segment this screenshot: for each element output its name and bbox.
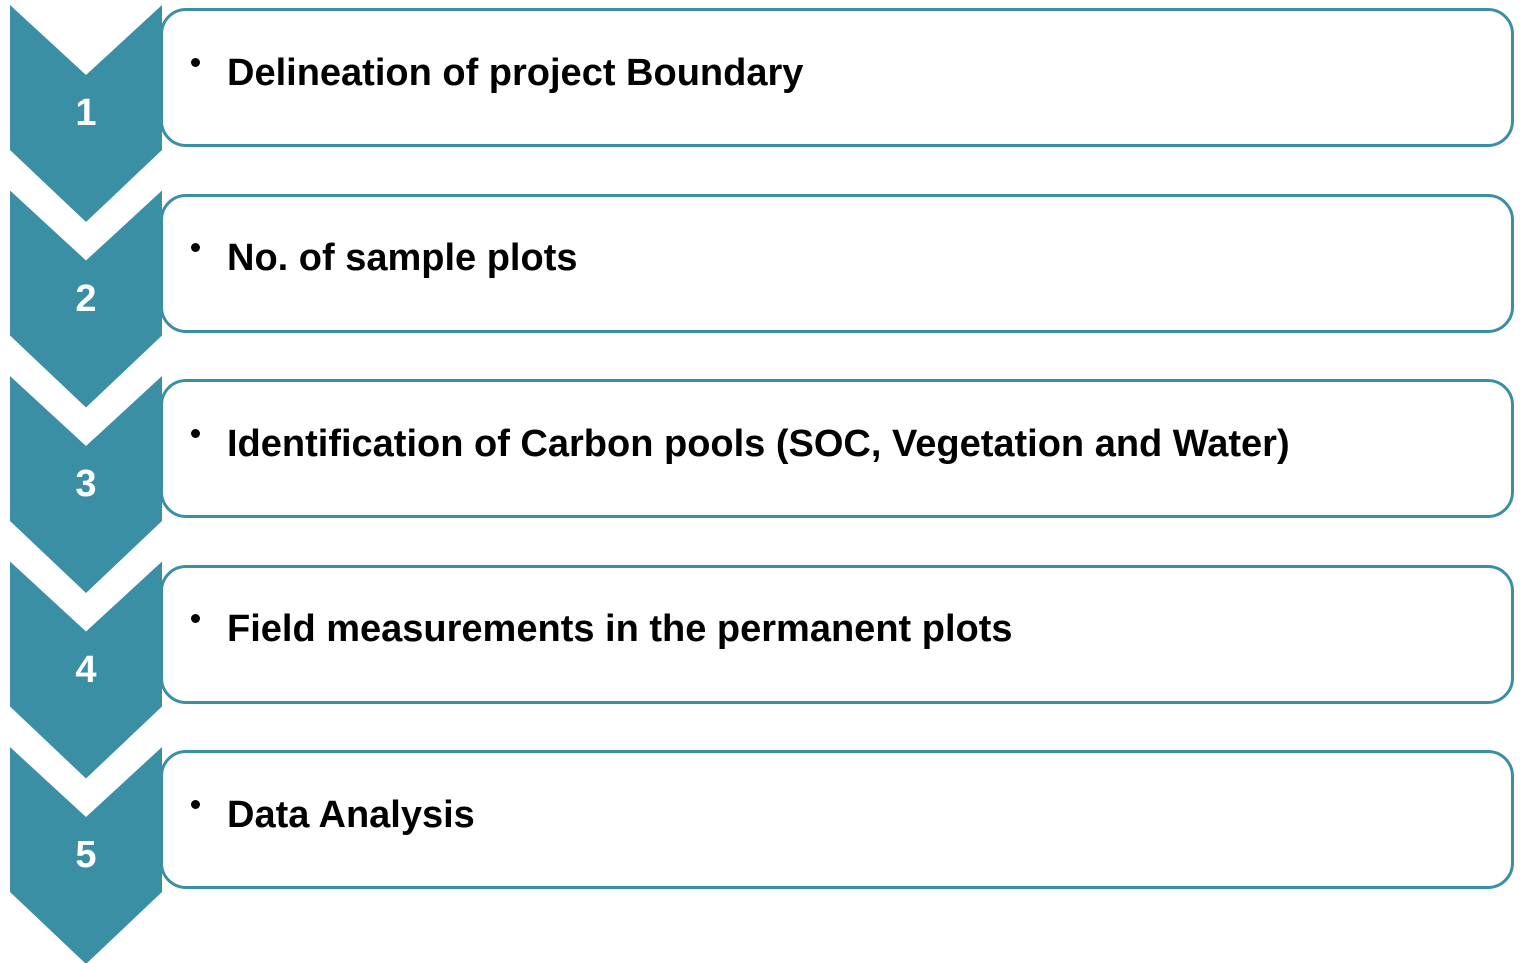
step-text: Field measurements in the permanent plot… xyxy=(227,608,1013,650)
bullet xyxy=(191,799,200,809)
step-text: No. of sample plots xyxy=(227,237,578,279)
step-number: 1 xyxy=(75,92,97,134)
step-number: 5 xyxy=(75,834,97,876)
chevron xyxy=(10,561,162,779)
chevron xyxy=(10,190,162,408)
step-box: No. of sample plots xyxy=(160,193,1514,333)
step-number: 4 xyxy=(75,648,97,691)
step-number: 3 xyxy=(75,463,97,505)
bullet xyxy=(191,243,200,252)
step-box: Delineation of project Boundary xyxy=(160,8,1514,147)
bullet xyxy=(191,428,200,438)
chevron xyxy=(10,5,162,222)
bullet xyxy=(191,57,200,67)
step-box: Identification of Carbon pools (SOC, Veg… xyxy=(160,379,1514,518)
step-text: Identification of Carbon pools (SOC, Veg… xyxy=(227,422,1290,465)
bullet xyxy=(191,614,200,623)
step-text: Delineation of project Boundary xyxy=(227,51,804,94)
step-box: Field measurements in the permanent plot… xyxy=(160,564,1514,704)
step-number: 2 xyxy=(75,277,97,320)
step-text: Data Analysis xyxy=(227,793,475,836)
chevron xyxy=(10,376,162,593)
step-box: Data Analysis xyxy=(160,750,1514,889)
chevron xyxy=(10,747,162,963)
